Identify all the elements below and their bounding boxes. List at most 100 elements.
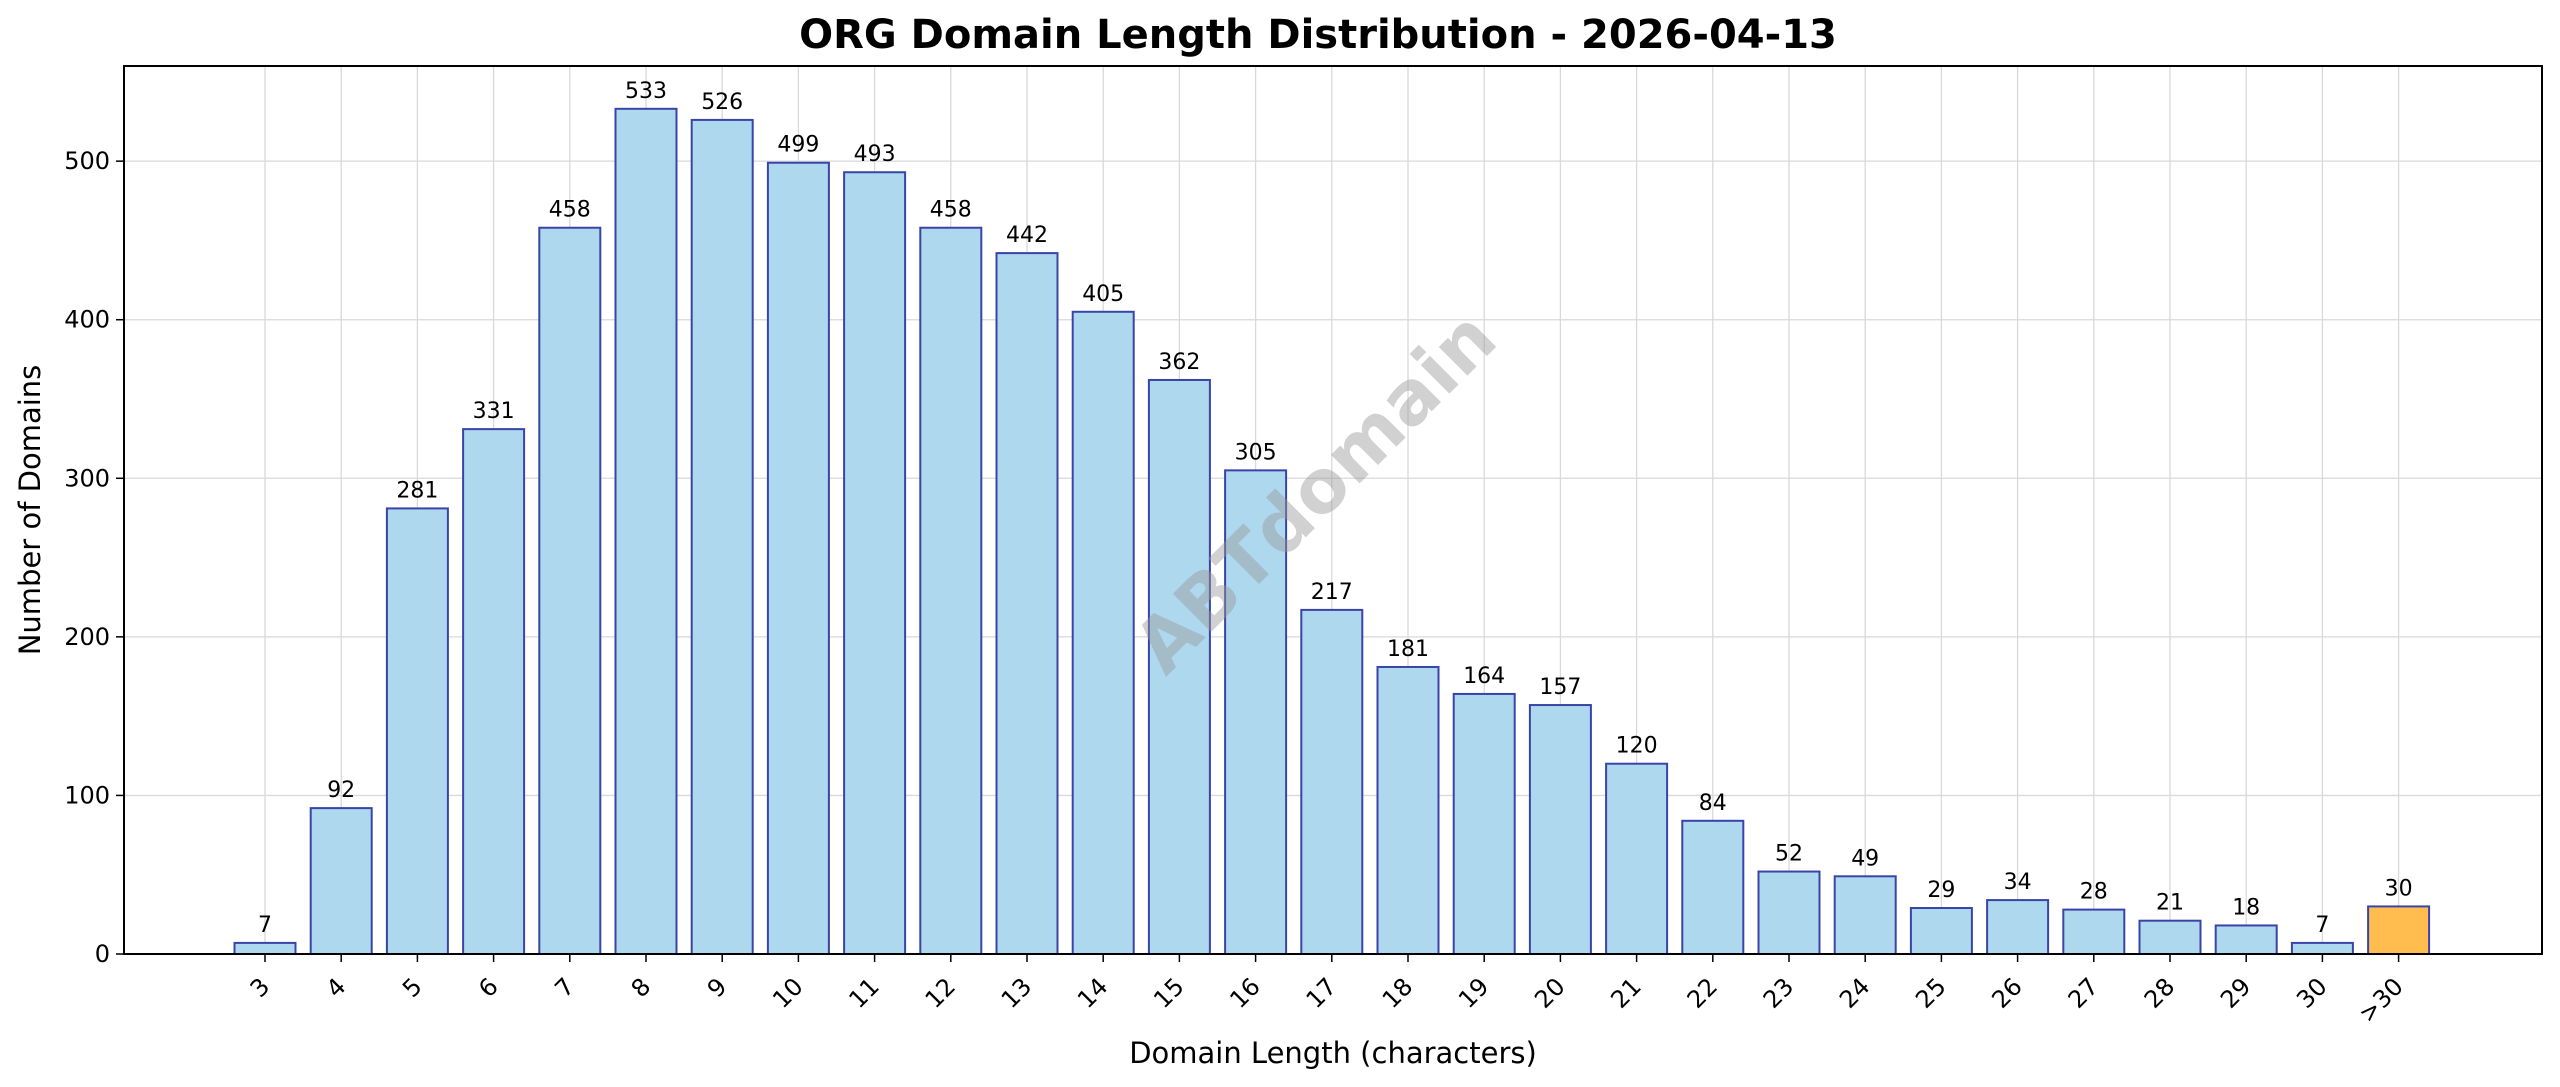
x-tick-label: 4 (321, 972, 352, 1003)
data-label: 84 (1699, 791, 1727, 816)
bar (1986, 899, 2050, 955)
bar (538, 226, 602, 955)
bar (233, 941, 297, 956)
x-tick-label: 6 (473, 972, 504, 1003)
data-label: 120 (1616, 734, 1658, 759)
x-tick-label: 16 (1224, 972, 1265, 1013)
bar-highlight (2367, 905, 2431, 956)
data-label: 30 (2385, 876, 2413, 901)
y-tick-label: 500 (64, 147, 110, 175)
bar (1300, 608, 1364, 956)
bar (2290, 941, 2354, 956)
bar (385, 507, 449, 955)
x-tick-label: 23 (1758, 972, 1799, 1013)
y-tick-label: 300 (64, 464, 110, 492)
bar (1681, 819, 1745, 955)
x-tick-label: 30 (2291, 972, 2332, 1013)
x-tick-label: 22 (1682, 972, 1723, 1013)
data-label: 281 (396, 478, 438, 503)
bar (614, 107, 678, 956)
data-label: 305 (1235, 440, 1277, 465)
bar (919, 226, 983, 955)
y-tick-label: 0 (95, 940, 110, 968)
bar (1147, 378, 1211, 955)
data-label: 7 (2315, 913, 2329, 938)
x-tick-label: 21 (1605, 972, 1646, 1013)
x-tick-label: 24 (1834, 972, 1875, 1013)
data-label: 499 (777, 133, 819, 158)
data-label: 442 (1006, 223, 1048, 248)
y-tick-label: 200 (64, 623, 110, 651)
x-tick-label: 14 (1072, 972, 1113, 1013)
bar (995, 252, 1059, 956)
data-label: 405 (1082, 282, 1124, 307)
bar (1757, 870, 1821, 955)
x-axis: 3 4 5 6 7 8 9 10 11 12 13 14 15 16 17 18 19 20 21 22 23 24 25 2… (245, 954, 2409, 1028)
x-tick-label: 15 (1148, 972, 1189, 1013)
y-axis: 0 100 200 300 400 500 (64, 147, 124, 968)
x-tick-label: 27 (2063, 972, 2104, 1013)
data-label: 49 (1851, 846, 1879, 871)
bar (2214, 924, 2278, 956)
x-tick-label: 19 (1453, 972, 1494, 1013)
x-tick-label: 26 (1986, 972, 2027, 1013)
data-label: 362 (1158, 350, 1200, 375)
bar (1376, 665, 1440, 955)
bar (843, 171, 907, 955)
x-tick-label: 10 (767, 972, 808, 1013)
bar (2062, 908, 2126, 955)
x-tick-label: 13 (996, 972, 1037, 1013)
data-label: 164 (1463, 664, 1505, 689)
bar (1909, 907, 1973, 955)
x-tick-label: 7 (549, 972, 580, 1003)
y-tick-label: 400 (64, 306, 110, 334)
x-tick-label: 17 (1301, 972, 1342, 1013)
data-label: 331 (473, 399, 515, 424)
x-tick-label: 11 (843, 972, 884, 1013)
data-label: 7 (258, 913, 272, 938)
data-label: 34 (2004, 870, 2032, 895)
data-label: 217 (1311, 580, 1353, 605)
data-label: 28 (2080, 880, 2108, 905)
data-label: 18 (2232, 895, 2260, 920)
y-tick-label: 100 (64, 781, 110, 809)
data-label: 458 (930, 198, 972, 223)
x-tick-label: 25 (1910, 972, 1951, 1013)
bar (1833, 875, 1897, 955)
x-tick-label: 20 (1529, 972, 1570, 1013)
x-tick-label: 8 (626, 972, 657, 1003)
x-tick-label: 18 (1377, 972, 1418, 1013)
data-label: 52 (1775, 842, 1803, 867)
bar (1452, 692, 1516, 955)
x-tick-label: 5 (397, 972, 428, 1003)
x-axis-label: Domain Length (characters) (1129, 1036, 1537, 1070)
bar (766, 161, 830, 955)
bar (1528, 704, 1592, 955)
bar (1224, 469, 1288, 955)
data-label: 21 (2156, 891, 2184, 916)
bar (2138, 919, 2202, 956)
x-tick-label: 3 (245, 972, 276, 1003)
data-label: 29 (1927, 878, 1955, 903)
bar (309, 807, 373, 955)
data-label: 92 (327, 778, 355, 803)
bar (1605, 762, 1669, 956)
x-tick-label: 9 (702, 972, 733, 1003)
data-label: 157 (1539, 675, 1581, 700)
data-label: 458 (549, 198, 591, 223)
x-tick-label: 29 (2215, 972, 2256, 1013)
data-label: 533 (625, 79, 667, 104)
data-label: 493 (854, 142, 896, 167)
x-tick-label: 12 (920, 972, 961, 1013)
bar (690, 118, 754, 955)
x-tick-label: >30 (2353, 972, 2409, 1028)
y-axis-label: Number of Domains (13, 365, 47, 656)
data-label: 526 (701, 90, 743, 115)
plot-frame (123, 65, 2543, 955)
x-tick-label: 28 (2139, 972, 2180, 1013)
chart-title: ORG Domain Length Distribution - 2026-04… (799, 12, 1837, 58)
bars (233, 107, 2431, 956)
data-label: 181 (1387, 637, 1429, 662)
